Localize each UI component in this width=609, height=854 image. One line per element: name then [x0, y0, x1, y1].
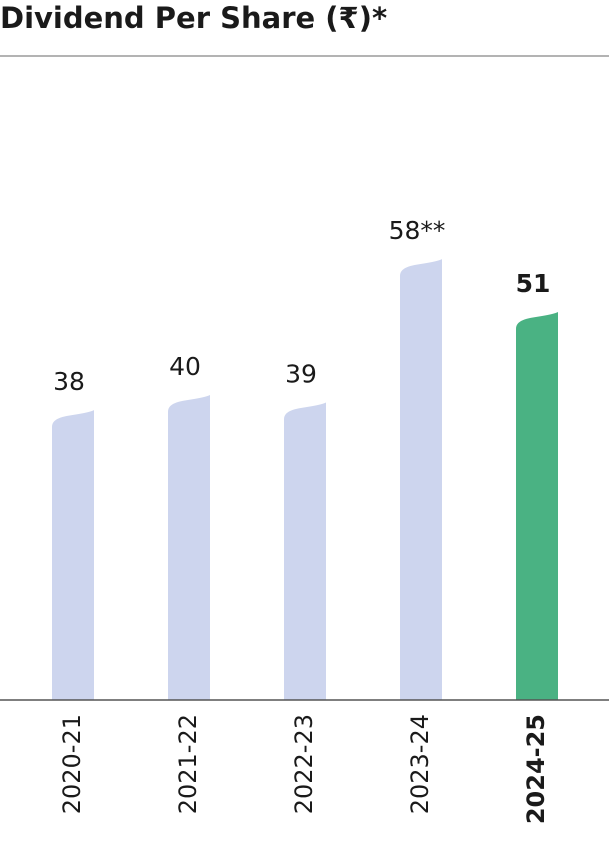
chart-title: Dividend Per Share (₹)*	[0, 1, 387, 35]
x-tick-label: 2020-21	[58, 714, 86, 814]
value-label: 58**	[389, 216, 446, 245]
x-tick-label: 2024-25	[522, 714, 550, 824]
x-tick-label: 2023-24	[406, 714, 434, 814]
bar	[400, 259, 442, 700]
x-tick-label: 2022-23	[290, 714, 318, 814]
bar	[516, 311, 558, 700]
value-label: 38	[53, 367, 85, 396]
value-label: 51	[516, 269, 551, 298]
bar	[168, 395, 210, 700]
value-label: 39	[285, 360, 317, 389]
value-label: 40	[169, 352, 201, 381]
bar	[52, 410, 94, 700]
bar	[284, 402, 326, 700]
x-tick-label: 2021-22	[174, 714, 202, 814]
